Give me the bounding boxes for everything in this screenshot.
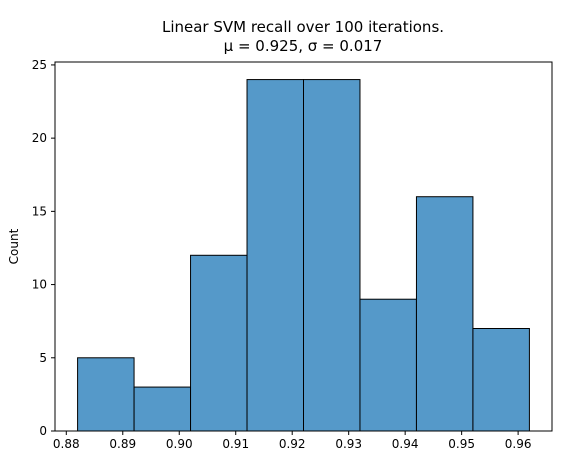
x-tick-label: 0.94 <box>392 437 419 451</box>
y-tick-label: 25 <box>32 58 47 72</box>
x-tick-label: 0.96 <box>505 437 532 451</box>
histogram-bar-2 <box>133 386 192 432</box>
y-axis: 0 5 10 15 20 25 <box>32 58 55 438</box>
y-tick-label: 10 <box>32 278 47 292</box>
histogram-bar-1 <box>77 357 135 432</box>
histogram-bar-7 <box>415 196 474 432</box>
y-tick-label: 0 <box>39 424 47 438</box>
x-tick-label: 0.88 <box>53 437 80 451</box>
y-axis-label: Count <box>7 228 21 264</box>
x-tick-label: 0.95 <box>448 437 475 451</box>
x-tick-label: 0.93 <box>335 437 362 451</box>
histogram-bar-5 <box>303 79 361 432</box>
chart-title-line-2: μ = 0.925, σ = 0.017 <box>224 37 383 55</box>
bars-group <box>77 79 530 432</box>
histogram-bar-8 <box>472 328 530 432</box>
histogram-bar-6 <box>359 298 417 432</box>
chart-title: Linear SVM recall over 100 iterations. μ… <box>162 18 444 55</box>
x-tick-label: 0.90 <box>166 437 193 451</box>
x-axis: 0.88 0.89 0.90 0.91 0.92 0.93 0.94 0.95 0.96 <box>53 431 532 451</box>
y-tick-label: 15 <box>32 204 47 218</box>
chart-title-line-1: Linear SVM recall over 100 iterations. <box>162 18 444 36</box>
histogram-bar-4 <box>246 79 304 432</box>
y-tick-label: 5 <box>39 351 47 365</box>
x-tick-label: 0.91 <box>222 437 249 451</box>
y-tick-label: 20 <box>32 131 47 145</box>
x-tick-label: 0.89 <box>109 437 136 451</box>
plot-frame <box>54 61 553 432</box>
x-tick-label: 0.92 <box>279 437 306 451</box>
histogram-bar-3 <box>190 254 248 432</box>
